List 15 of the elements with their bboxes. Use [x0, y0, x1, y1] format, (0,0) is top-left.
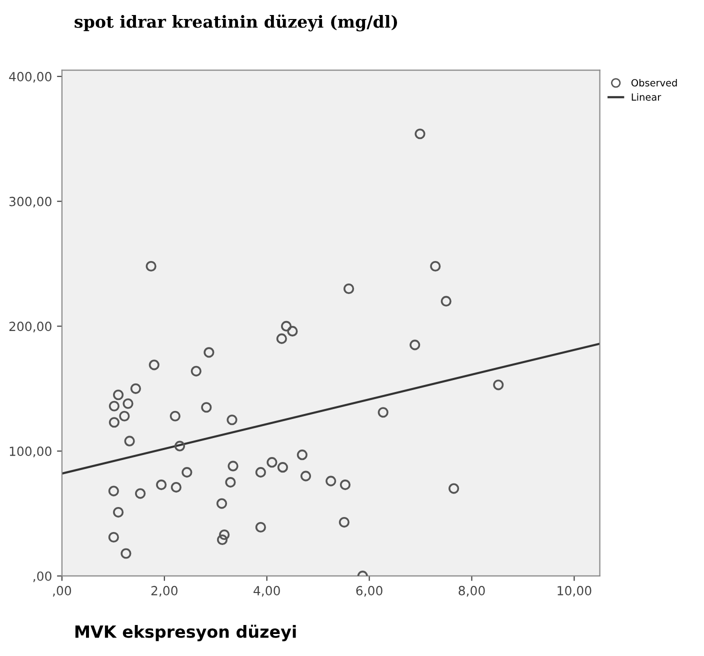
- legend-label: Observed: [631, 78, 677, 86]
- x-tick-label: ,00: [52, 586, 72, 597]
- y-tick-label: 300,00: [9, 196, 52, 208]
- x-tick-label: 2,00: [151, 586, 178, 597]
- x-axis-title: MVK ekspresyon düzeyi: [75, 624, 296, 642]
- x-tick-label: 4,00: [254, 586, 280, 597]
- x-tick-label: 8,00: [458, 586, 485, 597]
- y-tick-label: ,00: [33, 571, 52, 582]
- y-tick-label: 200,00: [9, 322, 52, 332]
- legend-label: Linear: [632, 93, 662, 101]
- x-tick-label: 6,00: [356, 586, 382, 597]
- y-tick-label: 400,00: [9, 72, 52, 83]
- x-tick-label: 10,00: [558, 586, 592, 597]
- chart-title: spot idrar kreatinin düzeyi (mg/dl): [74, 14, 398, 32]
- y-tick-label: 100,00: [10, 446, 52, 458]
